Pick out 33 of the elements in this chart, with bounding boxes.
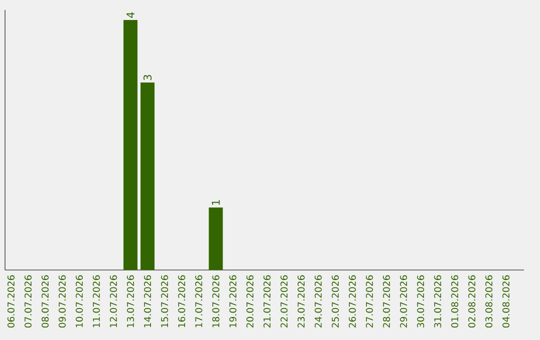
x-tick-label: 19.07.2026: [229, 275, 236, 328]
x-tick-label: 04.08.2026: [502, 275, 510, 328]
x-tick-label: 11.07.2026: [92, 275, 100, 328]
x-tick-label: 30.07.2026: [417, 275, 424, 328]
x-tick-label: 09.07.2026: [58, 275, 66, 328]
x-tick-label: 02.08.2026: [468, 275, 476, 328]
x-tick-label: 07.07.2026: [24, 275, 32, 328]
x-tick-label: 08.07.2026: [42, 275, 49, 328]
x-tick-label: 12.07.2026: [110, 275, 117, 328]
x-tick-label: 14.07.2026: [144, 275, 152, 328]
x-tick-label: 29.07.2026: [400, 275, 408, 328]
x-tick-label: 31.07.2026: [434, 275, 442, 328]
x-tick-label: 25.07.2026: [332, 275, 339, 328]
x-tick-label: 20.07.2026: [246, 275, 254, 328]
x-tick-label: 21.07.2026: [263, 275, 271, 328]
x-tick-label: 13.07.2026: [126, 275, 134, 328]
x-tick-label: 26.07.2026: [348, 275, 356, 328]
data-label: 4: [126, 12, 134, 18]
x-tick-label: 28.07.2026: [382, 275, 390, 328]
x-tick-label: 27.07.2026: [366, 275, 373, 328]
x-tick-label: 17.07.2026: [195, 275, 202, 328]
x-tick-label: 03.08.2026: [485, 275, 492, 328]
data-label: 1: [212, 200, 220, 205]
x-tick-label: 10.07.2026: [76, 275, 83, 328]
x-tick-label: 16.07.2026: [178, 275, 186, 328]
x-tick-label: 06.07.2026: [7, 275, 15, 328]
x-tick-label: 15.07.2026: [161, 275, 168, 328]
data-label: 3: [143, 74, 152, 80]
x-tick-label: 18.07.2026: [212, 275, 220, 328]
x-tick-label: 24.07.2026: [314, 275, 322, 328]
x-tick-label: 23.07.2026: [298, 275, 305, 328]
x-tick-label: 01.08.2026: [451, 275, 458, 328]
x-tick-label: 22.07.2026: [280, 275, 288, 328]
